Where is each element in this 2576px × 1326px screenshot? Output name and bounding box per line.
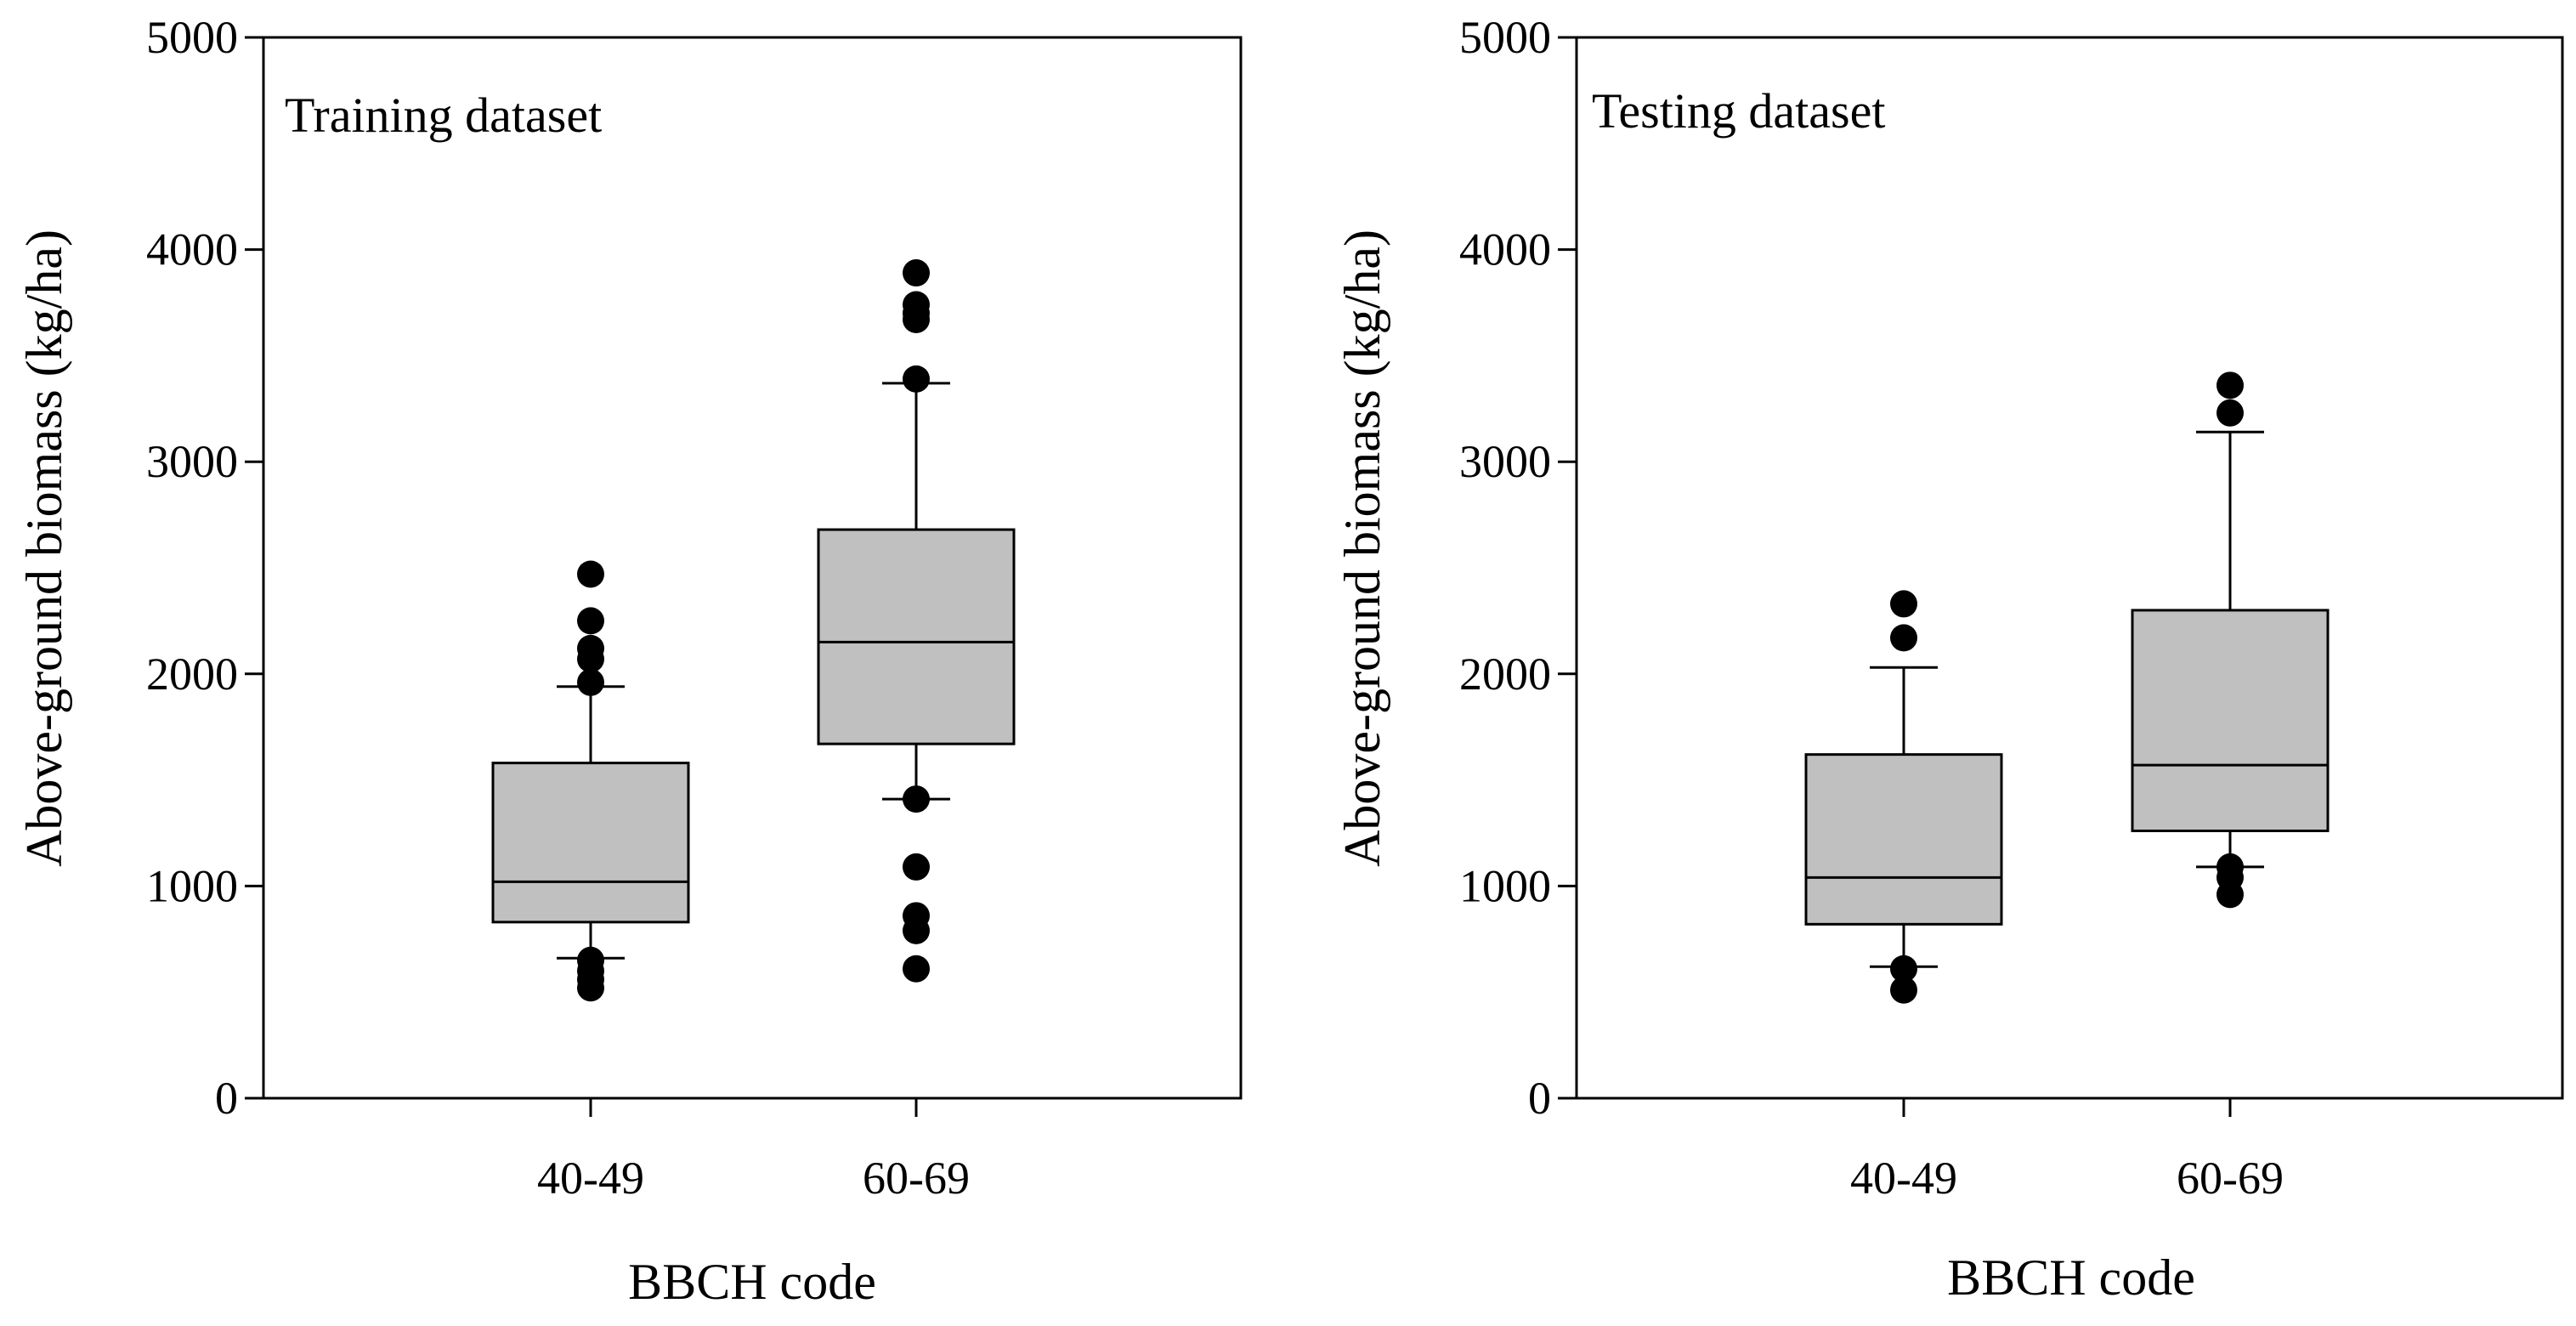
y-tick-label: 1000 [1459,860,1551,911]
box-60-69 [817,259,1016,983]
outlier-point [903,305,930,333]
outlier-point [903,853,930,881]
outlier-point [577,645,604,673]
panel-title: Testing dataset [1592,83,1885,139]
outlier-point [903,365,930,393]
outlier-point [2216,881,2244,909]
x-tick-label: 40-49 [537,1153,644,1204]
testing-panel: Testing dataset BBCH code Above-ground b… [1334,12,2564,1306]
outlier-point [1890,955,1917,983]
outlier-point [2216,399,2244,427]
y-axis-title: Above-ground biomass (kg/ha) [16,230,72,867]
outlier-point [577,974,604,1002]
training-panel: Training dataset BBCH code Above-ground … [16,12,1243,1310]
outlier-point [903,785,930,813]
y-tick-label: 3000 [146,436,238,487]
x-axis-title: BBCH code [628,1254,876,1310]
y-tick-label: 5000 [1459,12,1551,63]
box-iqr [2131,609,2330,833]
box-40-49 [491,560,690,1002]
outlier-point [1890,590,1917,618]
box-60-69 [2131,371,2330,909]
y-tick-label: 3000 [1459,436,1551,487]
box-iqr [1804,753,2003,926]
box-iqr [817,528,1016,745]
panel-title: Training dataset [285,88,602,143]
x-tick-label: 60-69 [863,1153,970,1204]
y-axis-title: Above-ground biomass (kg/ha) [1334,230,1390,867]
x-tick-label: 60-69 [2177,1153,2284,1204]
plot-frame [1575,36,2564,1100]
outlier-point [577,560,604,588]
outlier-point [903,955,930,983]
y-tick-label: 4000 [146,224,238,275]
y-tick-label: 1000 [146,860,238,911]
y-tick-label: 0 [215,1073,238,1124]
outlier-point [2216,371,2244,400]
y-tick-label: 5000 [146,12,238,63]
outlier-point [577,607,604,635]
box-40-49 [1804,590,2003,1004]
plot-frame [262,36,1243,1100]
y-tick-label: 0 [1528,1073,1551,1124]
box-iqr [491,762,690,924]
x-tick-label: 40-49 [1850,1153,1957,1204]
outlier-point [903,916,930,944]
outlier-point [577,668,604,696]
y-tick-label: 2000 [146,649,238,700]
outlier-point [903,259,930,287]
x-axis-title: BBCH code [1947,1250,2195,1306]
y-tick-label: 2000 [1459,649,1551,700]
y-tick-label: 4000 [1459,224,1551,275]
outlier-point [1890,976,1917,1004]
outlier-point [1890,624,1917,652]
